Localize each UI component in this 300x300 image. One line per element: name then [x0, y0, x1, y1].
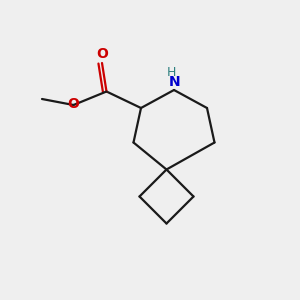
Text: N: N [169, 75, 181, 88]
Text: O: O [96, 47, 108, 61]
Text: O: O [67, 97, 79, 111]
Text: H: H [167, 65, 176, 79]
